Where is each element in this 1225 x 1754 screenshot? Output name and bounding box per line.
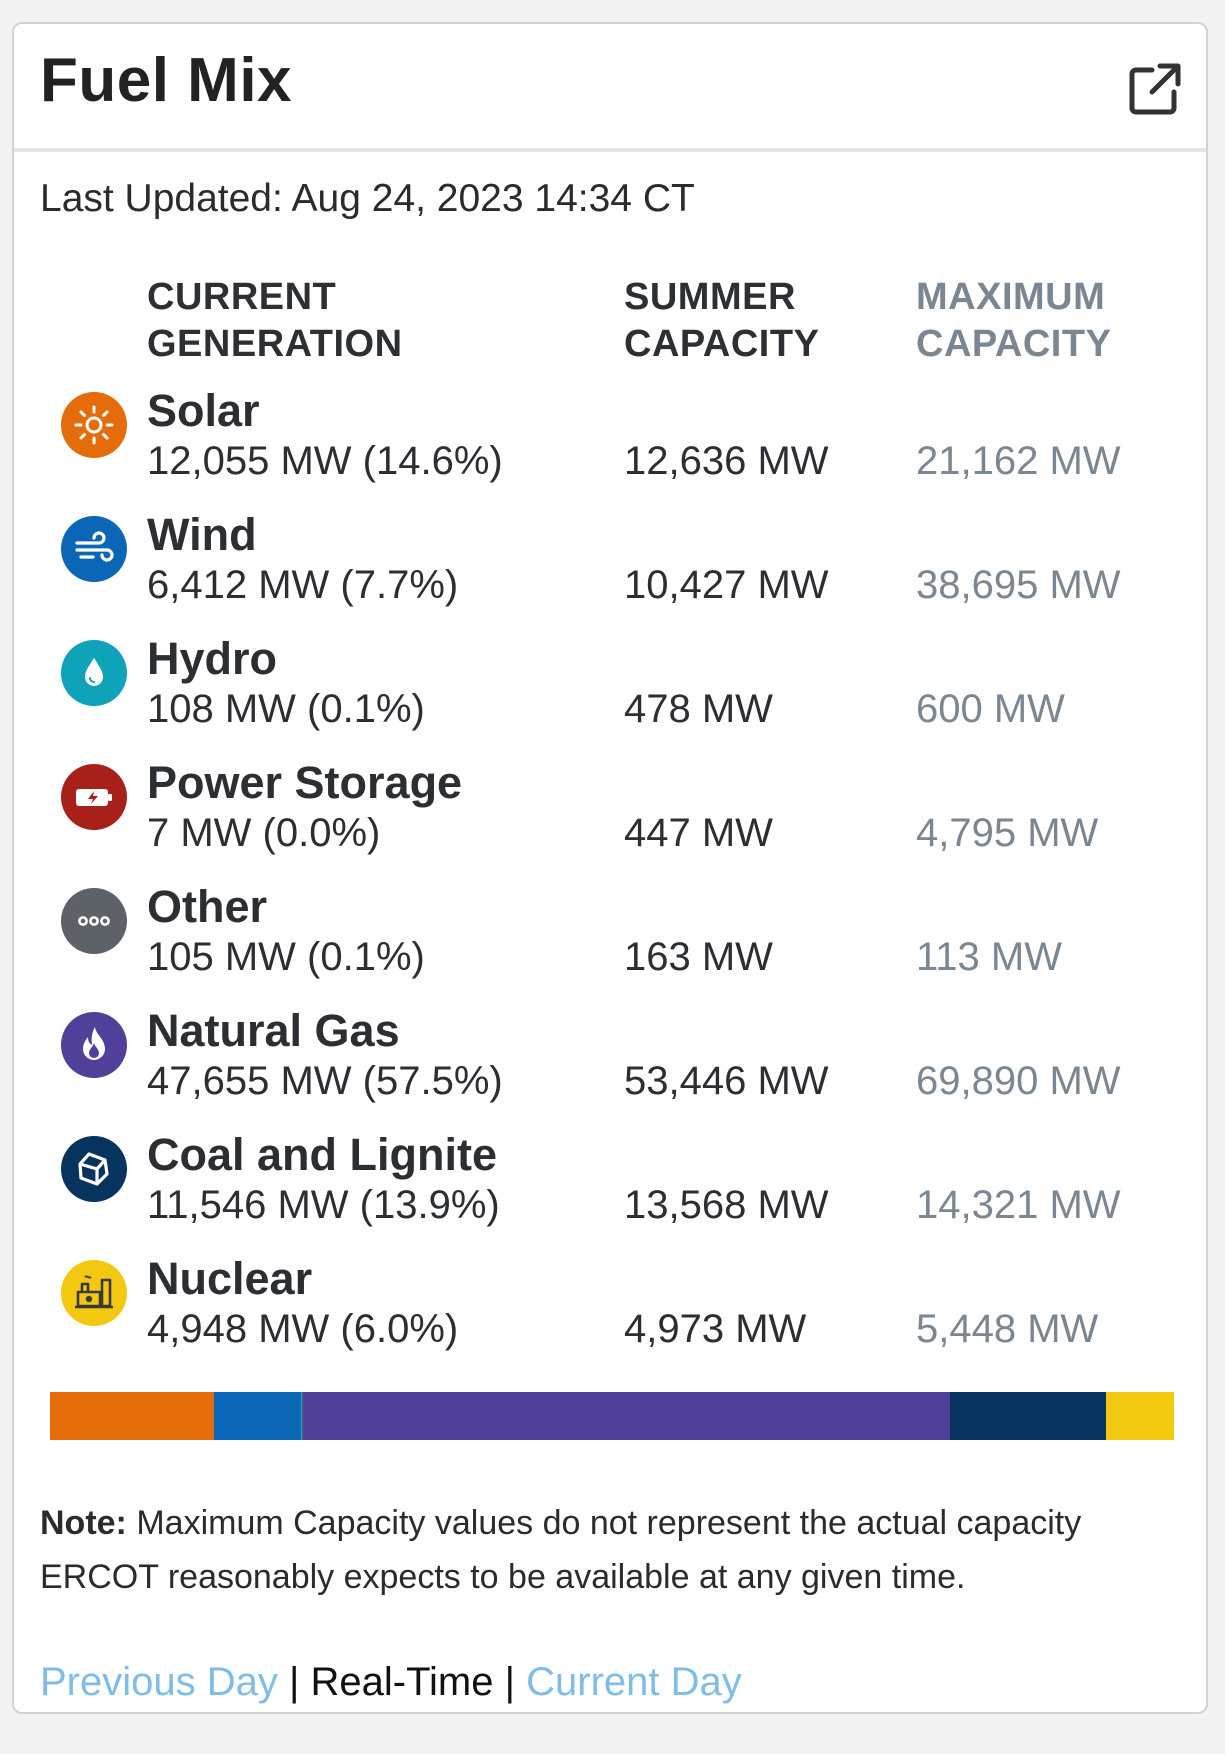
nav-separator: | [493, 1660, 527, 1704]
mix-bar-segment-natural-gas [303, 1392, 951, 1440]
fuel-name: Hydro [147, 633, 278, 684]
flame-icon [61, 1012, 127, 1078]
coal-icon [61, 1136, 127, 1202]
fuel-row-solar: Solar 12,055 MW (14.6%) 12,636 MW 21,162… [14, 386, 1206, 510]
day-navigation: Previous Day | Real-Time | Current Day [40, 1658, 742, 1706]
card-header: Fuel Mix [14, 24, 1206, 152]
column-header-current-generation: CURRENT GENERATION [147, 276, 403, 365]
column-header-maximum-capacity: MAXIMUM CAPACITY [916, 276, 1112, 365]
fuel-current-generation: 4,948 MW (6.0%) [147, 1307, 459, 1351]
nav-separator: | [277, 1660, 311, 1704]
current-day-link[interactable]: Current Day [526, 1660, 742, 1704]
nuclear-plant-icon [61, 1260, 127, 1326]
wind-icon [61, 516, 127, 582]
card-title: Fuel Mix [40, 46, 293, 115]
fuel-mix-bar [50, 1392, 1174, 1440]
fuel-name: Natural Gas [147, 1005, 400, 1056]
mix-bar-segment-solar [50, 1392, 215, 1440]
note: Note: Maximum Capacity values do not rep… [40, 1496, 1180, 1604]
fuel-maximum-capacity: 4,795 MW [916, 811, 1099, 855]
fuel-current-generation: 12,055 MW (14.6%) [147, 439, 503, 483]
fuel-row-power-storage: Power Storage 7 MW (0.0%) 447 MW 4,795 M… [14, 758, 1206, 882]
fuel-summer-capacity: 10,427 MW [624, 563, 829, 607]
fuel-summer-capacity: 13,568 MW [624, 1183, 829, 1227]
ellipsis-icon [61, 888, 127, 954]
last-updated: Last Updated: Aug 24, 2023 14:34 CT [40, 177, 695, 220]
fuel-name: Nuclear [147, 1253, 313, 1304]
fuel-row-coal-and-lignite: Coal and Lignite 11,546 MW (13.9%) 13,56… [14, 1130, 1206, 1254]
fuel-maximum-capacity: 69,890 MW [916, 1059, 1121, 1103]
fuel-current-generation: 11,546 MW (13.9%) [147, 1183, 500, 1227]
mix-bar-segment-coal-and-lignite [950, 1392, 1107, 1440]
fuel-summer-capacity: 53,446 MW [624, 1059, 829, 1103]
fuel-maximum-capacity: 38,695 MW [916, 563, 1121, 607]
fuel-summer-capacity: 12,636 MW [624, 439, 829, 483]
fuel-summer-capacity: 163 MW [624, 935, 773, 979]
fuel-current-generation: 105 MW (0.1%) [147, 935, 425, 979]
fuel-current-generation: 6,412 MW (7.7%) [147, 563, 459, 607]
external-link-icon[interactable] [1126, 60, 1184, 118]
fuel-name: Power Storage [147, 757, 463, 808]
column-header-summer-capacity: SUMMER CAPACITY [624, 276, 820, 365]
fuel-row-other: Other 105 MW (0.1%) 163 MW 113 MW [14, 882, 1206, 1006]
fuel-maximum-capacity: 113 MW [916, 935, 1062, 979]
fuel-name: Wind [147, 509, 257, 560]
previous-day-link[interactable]: Previous Day [40, 1660, 278, 1704]
fuel-current-generation: 108 MW (0.1%) [147, 687, 425, 731]
mix-bar-segment-wind [214, 1392, 301, 1440]
fuel-maximum-capacity: 5,448 MW [916, 1307, 1099, 1351]
fuel-row-wind: Wind 6,412 MW (7.7%) 10,427 MW 38,695 MW [14, 510, 1206, 634]
fuel-maximum-capacity: 14,321 MW [916, 1183, 1121, 1227]
note-label: Note: [40, 1504, 127, 1542]
fuel-summer-capacity: 478 MW [624, 687, 773, 731]
mix-bar-segment-nuclear [1106, 1392, 1174, 1440]
fuel-name: Solar [147, 385, 260, 436]
fuel-row-natural-gas: Natural Gas 47,655 MW (57.5%) 53,446 MW … [14, 1006, 1206, 1130]
battery-icon [61, 764, 127, 830]
note-text: Maximum Capacity values do not represent… [40, 1504, 1082, 1596]
fuel-current-generation: 47,655 MW (57.5%) [147, 1059, 503, 1103]
fuel-row-nuclear: Nuclear 4,948 MW (6.0%) 4,973 MW 5,448 M… [14, 1254, 1206, 1378]
fuel-mix-card: Fuel Mix Last Updated: Aug 24, 2023 14:3… [12, 22, 1208, 1714]
fuel-summer-capacity: 447 MW [624, 811, 773, 855]
fuel-maximum-capacity: 600 MW [916, 687, 1065, 731]
mix-bar-segment-hydro [300, 1392, 303, 1440]
water-drop-icon [61, 640, 127, 706]
fuel-current-generation: 7 MW (0.0%) [147, 811, 381, 855]
fuel-name: Coal and Lignite [147, 1129, 498, 1180]
real-time-link[interactable]: Real-Time [310, 1660, 494, 1704]
fuel-maximum-capacity: 21,162 MW [916, 439, 1121, 483]
fuel-summer-capacity: 4,973 MW [624, 1307, 807, 1351]
sun-icon [61, 392, 127, 458]
fuel-row-hydro: Hydro 108 MW (0.1%) 478 MW 600 MW [14, 634, 1206, 758]
fuel-name: Other [147, 881, 268, 932]
mix-bar-segment-other [302, 1392, 304, 1440]
